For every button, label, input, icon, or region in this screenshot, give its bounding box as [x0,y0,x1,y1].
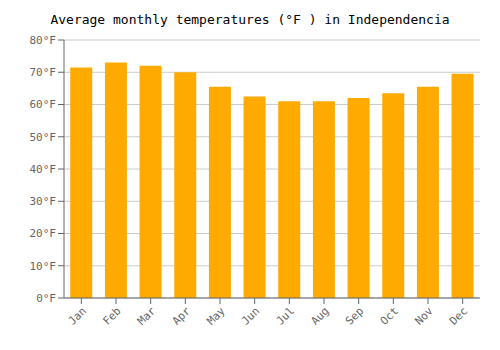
svg-text:Aug: Aug [308,304,331,327]
svg-text:0°F: 0°F [36,292,56,305]
svg-text:Oct: Oct [378,304,401,327]
html-text:Average monthly temperatures (: Average monthly temperatures (°F ) in In… [50,12,450,27]
svg-text:Jan: Jan [66,304,89,327]
svg-text:May: May [204,304,228,328]
svg-text:Mar: Mar [135,304,159,328]
svg-text:30°F: 30°F [30,195,57,208]
svg-text:Feb: Feb [100,304,123,327]
svg-text:80°F: 80°F [30,34,57,47]
svg-text:Nov: Nov [412,304,436,328]
svg-text:Jun: Jun [239,304,262,327]
svg-text:10°F: 10°F [30,260,57,273]
svg-text:20°F: 20°F [30,227,57,240]
svg-text:50°F: 50°F [30,131,57,144]
svg-text:Apr: Apr [170,304,194,328]
svg-text:60°F: 60°F [30,98,57,111]
svg-text:Jul: Jul [274,304,297,327]
svg-text:70°F: 70°F [30,66,57,79]
svg-text:Sep: Sep [343,304,366,327]
svg-text:Dec: Dec [447,304,470,327]
svg-text:40°F: 40°F [30,163,57,176]
